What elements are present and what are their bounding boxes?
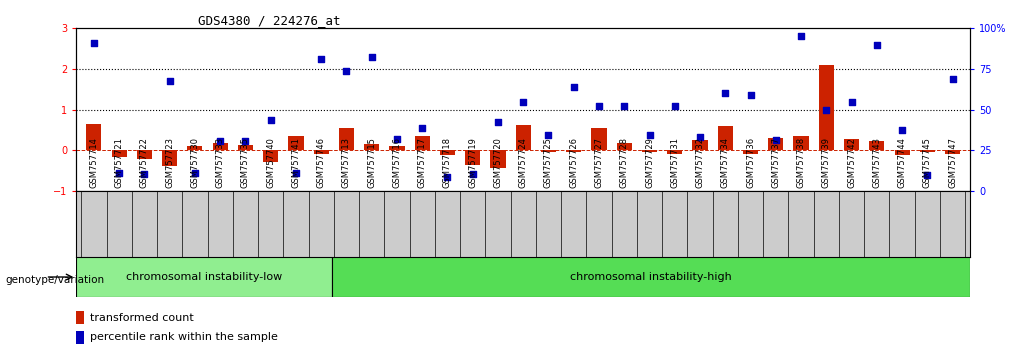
Bar bbox=[844, 139, 860, 150]
Point bbox=[85, 40, 102, 45]
Text: chromosomal instability-high: chromosomal instability-high bbox=[570, 272, 732, 282]
Point bbox=[515, 99, 531, 104]
Bar bbox=[389, 145, 404, 150]
Bar bbox=[541, 150, 556, 153]
Bar bbox=[819, 65, 834, 150]
Point bbox=[591, 103, 608, 108]
Point bbox=[717, 90, 734, 96]
Bar bbox=[743, 150, 758, 154]
Bar bbox=[768, 138, 783, 150]
Text: transformed count: transformed count bbox=[90, 313, 194, 323]
Point bbox=[415, 125, 431, 131]
Bar bbox=[339, 128, 354, 150]
Point bbox=[238, 138, 254, 143]
Point bbox=[616, 103, 632, 108]
Bar bbox=[642, 150, 657, 153]
Point bbox=[919, 172, 936, 178]
Point bbox=[641, 132, 657, 138]
Bar bbox=[112, 150, 127, 156]
Point bbox=[843, 99, 860, 104]
Text: genotype/variation: genotype/variation bbox=[5, 275, 105, 285]
Point bbox=[566, 85, 582, 90]
Point bbox=[541, 132, 557, 138]
Bar bbox=[465, 150, 481, 165]
Point bbox=[490, 119, 506, 125]
Point bbox=[792, 34, 809, 39]
Point bbox=[262, 117, 278, 123]
Bar bbox=[591, 128, 607, 150]
Point bbox=[869, 42, 885, 47]
Bar bbox=[793, 136, 809, 150]
Bar bbox=[516, 125, 530, 150]
Bar bbox=[945, 150, 960, 154]
Point bbox=[313, 56, 329, 62]
Bar bbox=[693, 140, 707, 150]
Text: percentile rank within the sample: percentile rank within the sample bbox=[90, 332, 278, 342]
Bar bbox=[314, 150, 329, 154]
Point bbox=[162, 79, 178, 84]
Point bbox=[212, 139, 229, 144]
Bar bbox=[238, 145, 253, 150]
Point bbox=[187, 170, 203, 176]
Point bbox=[768, 137, 784, 143]
Bar bbox=[364, 144, 379, 150]
Point bbox=[288, 170, 304, 176]
Point bbox=[364, 54, 380, 59]
Bar bbox=[415, 136, 430, 150]
Bar bbox=[919, 150, 935, 153]
Bar bbox=[76, 312, 84, 324]
Bar bbox=[289, 136, 304, 150]
Point bbox=[464, 171, 481, 177]
Point bbox=[136, 171, 152, 177]
Bar bbox=[163, 150, 177, 166]
Bar bbox=[331, 257, 970, 297]
Bar bbox=[440, 150, 455, 155]
Point bbox=[666, 103, 683, 108]
Text: chromosomal instability-low: chromosomal instability-low bbox=[126, 272, 282, 282]
Bar bbox=[668, 150, 683, 154]
Point bbox=[945, 76, 961, 82]
Point bbox=[692, 135, 708, 140]
Bar bbox=[617, 143, 632, 150]
Bar bbox=[86, 124, 102, 150]
Bar bbox=[491, 150, 506, 167]
Text: GDS4380 / 224276_at: GDS4380 / 224276_at bbox=[198, 14, 340, 27]
Point bbox=[894, 127, 910, 133]
Point bbox=[818, 107, 834, 113]
Bar bbox=[894, 150, 909, 155]
Bar bbox=[137, 150, 152, 159]
Point bbox=[743, 93, 759, 98]
Bar bbox=[212, 143, 228, 150]
Bar bbox=[717, 126, 733, 150]
Bar bbox=[566, 150, 581, 153]
Point bbox=[389, 136, 405, 142]
Bar bbox=[263, 150, 278, 162]
Point bbox=[439, 174, 455, 180]
Point bbox=[338, 68, 355, 74]
Point bbox=[111, 170, 127, 176]
Bar bbox=[187, 145, 202, 150]
Bar bbox=[76, 331, 84, 343]
Bar bbox=[870, 142, 884, 150]
Bar bbox=[76, 257, 331, 297]
